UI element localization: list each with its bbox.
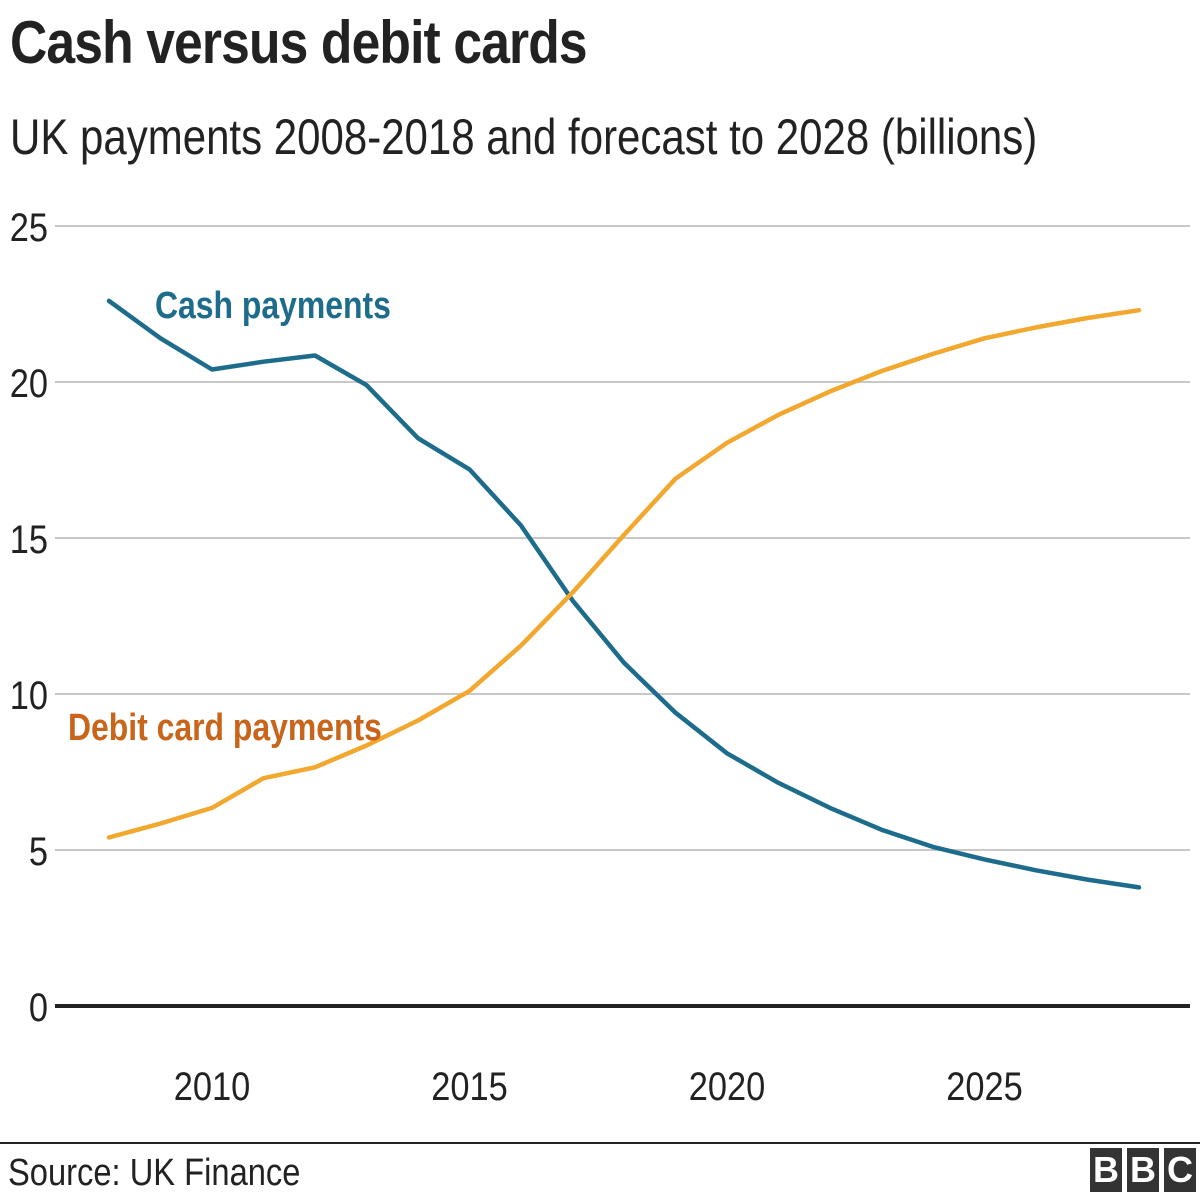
source-note: Source: UK Finance	[8, 1152, 301, 1194]
y-tick-label: 15	[10, 517, 48, 562]
logo-letter: B	[1127, 1148, 1159, 1192]
x-tick-label: 2010	[174, 1064, 251, 1109]
logo-letter: B	[1090, 1148, 1122, 1192]
x-tick-label: 2025	[946, 1064, 1023, 1109]
debit-card-payments-line	[106, 307, 1142, 840]
cash-payments-line	[106, 298, 1142, 890]
bbc-logo: B B C	[1090, 1148, 1196, 1192]
y-tick-label: 20	[10, 361, 48, 406]
logo-letter: C	[1164, 1148, 1196, 1192]
chart-subtitle: UK payments 2008-2018 and forecast to 20…	[10, 109, 1038, 165]
y-tick-label: 0	[29, 985, 48, 1030]
debit-card-payments-label: Debit card payments	[68, 706, 382, 748]
footer-divider	[0, 1142, 1200, 1144]
x-tick-label: 2020	[689, 1064, 766, 1109]
chart-title: Cash versus debit cards	[10, 9, 588, 76]
y-tick-label: 10	[10, 673, 48, 718]
x-tick-label: 2015	[431, 1064, 508, 1109]
cash-payments-label: Cash payments	[155, 284, 391, 326]
y-tick-label: 5	[29, 829, 48, 874]
y-tick-label: 25	[10, 205, 48, 250]
